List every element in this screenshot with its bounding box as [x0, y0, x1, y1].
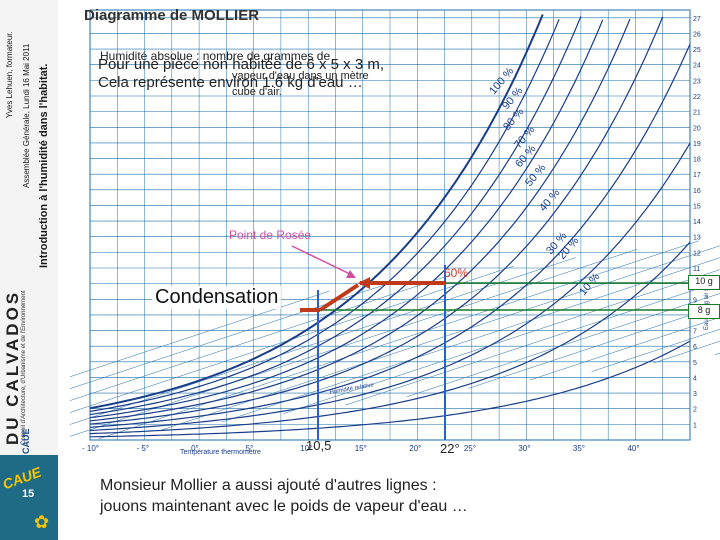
y-tick-label: 6 [693, 344, 697, 351]
x-tick-label: 35° [573, 444, 585, 453]
y-tick-label: 25 [693, 47, 701, 54]
enthalpy-line [468, 305, 720, 389]
y-tick-label: 13 [693, 235, 701, 242]
y-tick-label: 20 [693, 125, 701, 132]
caue-logo-text: CAUE [21, 428, 31, 454]
y-tick-label: 23 [693, 78, 701, 85]
page-number: 15 [22, 488, 35, 500]
enthalpy-line [529, 317, 720, 381]
y-tick-label: 7 [693, 329, 697, 336]
topic-text: Introduction à l'humidité dans l'habitat… [38, 63, 50, 268]
condensation-path [318, 283, 360, 312]
y-tick-label: 4 [693, 375, 697, 382]
y-tick-label: 16 [693, 188, 701, 195]
y-tick-label: 24 [693, 63, 701, 70]
y-tick-label: 17 [693, 172, 701, 179]
humidity-curve-50 [89, 16, 664, 425]
mollier-chart: - 10° - 5° 0° 5° 10° 15° 20° 25° 30° 35° 40° 27262… [70, 0, 720, 460]
enthalpy-line [70, 274, 453, 401]
humidity-curve-70 [89, 19, 604, 419]
x-tick-label: 25° [464, 444, 476, 453]
slide-caption: Monsieur Mollier a aussi ajouté d'autres… [100, 475, 660, 517]
y-tick-label: 18 [693, 157, 701, 164]
author-text: Yves Lehuen, formateur. [5, 31, 14, 118]
x-axis-label: Température thermomètre [180, 449, 261, 456]
cooling-path-arrowhead [358, 277, 370, 289]
note-line-cube: cube d'air. [232, 86, 282, 98]
y-tick-label: 2 [693, 407, 697, 414]
x-tick-label: - 5° [137, 444, 150, 453]
dew-point-arrow [291, 245, 355, 277]
temperature-10-5: 10,5 [306, 438, 332, 453]
humidity-curve-60 [89, 18, 631, 422]
enthalpy-line [283, 269, 720, 414]
y-tick-label: 9 [693, 297, 697, 304]
humidity-curve-10 [89, 340, 691, 438]
dew-point-label: Point de Rosée [229, 228, 312, 242]
humidity-curve-80 [89, 16, 582, 416]
humidity-curve-20 [89, 241, 691, 435]
rh-60-marker: 60% [444, 266, 469, 280]
y-tick-label: 1 [693, 422, 697, 429]
x-tick-label: 5° [246, 444, 254, 453]
enthalpy-line [70, 282, 391, 389]
event-text: Assemblée Générale, Lundi 16 Mai 2011 [22, 43, 31, 188]
y-tick-label: 3 [693, 391, 697, 398]
x-tick-label: - 10° [82, 444, 99, 453]
label-10g: 10 g [688, 275, 720, 290]
x-tick-label: 15° [355, 444, 367, 453]
humidity-curve-100 [89, 14, 544, 410]
note-line-water: Cela représente environ 1.6 kg d'eau … [98, 74, 363, 91]
y-tick-label: 19 [693, 141, 701, 148]
note-line-humidity: Humidité absolue : nombre de grammes de [100, 49, 331, 63]
humidity-curve-30 [89, 142, 691, 432]
x-tick-label: 30° [518, 444, 530, 453]
x-tick-label: 20° [409, 444, 421, 453]
y-tick-label: 14 [693, 219, 701, 226]
humidity-curves [89, 14, 691, 438]
y-tick-label: 26 [693, 31, 701, 38]
x-tick-label: 40° [627, 444, 639, 453]
label-8g: 8 g [688, 304, 720, 319]
enthalpy-line [221, 257, 720, 423]
y-tick-label: 11 [693, 266, 700, 273]
enthalpy-line [591, 328, 720, 372]
x-tick-label: 10° [300, 444, 312, 453]
y-tick-label: 27 [693, 16, 701, 23]
x-tick-label: 0° [191, 444, 199, 453]
dew-point-arrowhead [346, 270, 356, 278]
enthalpy-line [70, 265, 515, 413]
x-axis-ticks: - 10° - 5° 0° 5° 10° 15° 20° 25° 30° 35° 40° [82, 444, 640, 453]
y-tick-label: 15 [693, 203, 701, 210]
diagram-title: Diagramme de MOLLIER [84, 7, 259, 24]
caption-line-2: jouons maintenant avec le poids de vapeu… [100, 498, 468, 515]
sidebar: Yves Lehuen, formateur. Assemblée Généra… [0, 0, 58, 540]
org-full-name: Conseil d'Architecture, d'Urbanisme et d… [21, 290, 27, 445]
note-line-room: Pour une pièce non habitée de 6 x 5 x 3 … [98, 56, 385, 73]
enthalpy-line [98, 240, 699, 440]
y-tick-label: 22 [693, 94, 701, 101]
temperature-22: 22° [440, 441, 460, 456]
y-tick-label: 21 [693, 110, 701, 117]
condensation-label: Condensation [152, 286, 282, 309]
y-tick-label: 12 [693, 250, 701, 257]
sidebar-brand-block [0, 455, 58, 540]
y-tick-label: 5 [693, 360, 697, 367]
enthalpy-line [70, 290, 330, 377]
enthalpy-line [406, 293, 720, 398]
swirl-icon: ✿ [34, 512, 50, 532]
caption-line-1: Monsieur Mollier a aussi ajouté d'autres… [100, 477, 437, 494]
humidity-curve-90 [89, 19, 560, 412]
humidity-curve-40 [89, 43, 691, 428]
note-line-vapour: vapeur d'eau dans un mètre [232, 70, 369, 82]
org-name: DU CALVADOS [3, 289, 22, 445]
